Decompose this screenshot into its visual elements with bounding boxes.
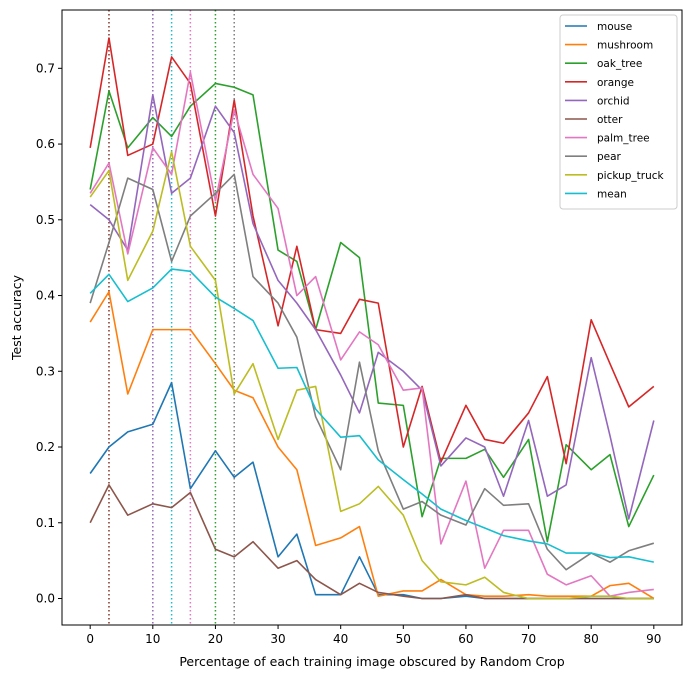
y-tick-label: 0.2 xyxy=(36,440,55,454)
legend-label-pickup_truck: pickup_truck xyxy=(597,170,665,182)
x-tick-label: 20 xyxy=(208,632,223,646)
legend-label-pear: pear xyxy=(597,151,622,163)
y-tick-label: 0.7 xyxy=(36,61,55,75)
series-line-pickup_truck xyxy=(89,150,654,600)
legend-label-otter: otter xyxy=(597,114,623,126)
series-line-mushroom xyxy=(89,290,655,600)
legend-label-mean: mean xyxy=(597,188,627,200)
legend-label-mouse: mouse xyxy=(597,21,632,33)
series-line-palm_tree xyxy=(89,71,654,598)
x-tick-label: 40 xyxy=(333,632,348,646)
legend-label-oak_tree: oak_tree xyxy=(597,58,642,70)
legend-label-mushroom: mushroom xyxy=(597,40,653,52)
y-tick-label: 0.1 xyxy=(36,516,55,530)
y-tick-label: 0.6 xyxy=(36,137,55,151)
x-tick-label: 50 xyxy=(396,632,411,646)
y-tick-label: 0.3 xyxy=(36,364,55,378)
y-axis-ticks: 0.0 0.1 0.2 0.3 0.4 0.5 0.6 0.7 xyxy=(36,61,62,605)
x-tick-label: 10 xyxy=(145,632,160,646)
x-tick-label: 30 xyxy=(270,632,285,646)
y-tick-label: 0.5 xyxy=(36,213,55,227)
x-axis-ticks: 0 10 20 30 40 50 60 70 80 90 xyxy=(86,625,661,646)
series-line-orange xyxy=(89,37,655,465)
legend-box xyxy=(559,14,678,210)
legend-label-orange: orange xyxy=(597,77,634,89)
legend-label-orchid: orchid xyxy=(597,95,630,107)
series-lines xyxy=(89,37,655,600)
x-tick-label: 90 xyxy=(646,632,661,646)
plot-frame xyxy=(61,9,683,626)
x-tick-label: 70 xyxy=(521,632,536,646)
series-line-pear xyxy=(89,173,655,571)
y-axis-label: Test accuracy xyxy=(9,274,24,361)
legend-label-palm_tree: palm_tree xyxy=(597,133,650,145)
vertical-marker-lines xyxy=(108,10,235,625)
x-tick-label: 60 xyxy=(458,632,473,646)
x-axis-label: Percentage of each training image obscur… xyxy=(179,654,564,669)
y-tick-label: 0.0 xyxy=(36,591,55,605)
x-tick-label: 0 xyxy=(86,632,94,646)
series-line-mean xyxy=(89,268,654,563)
y-tick-label: 0.4 xyxy=(36,289,55,303)
series-line-orchid xyxy=(89,94,655,520)
x-tick-label: 80 xyxy=(584,632,599,646)
